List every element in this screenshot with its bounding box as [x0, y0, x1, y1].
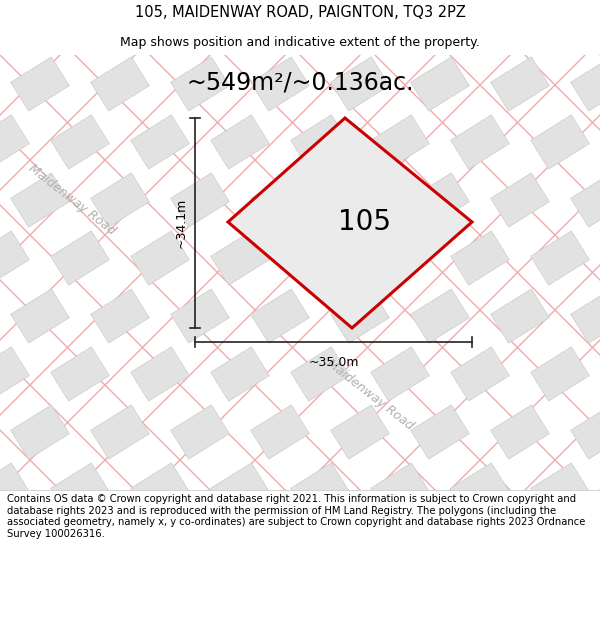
Polygon shape — [131, 579, 190, 625]
Polygon shape — [170, 57, 229, 111]
Polygon shape — [11, 57, 70, 111]
Polygon shape — [211, 231, 269, 285]
Polygon shape — [131, 0, 190, 53]
Polygon shape — [491, 521, 550, 575]
Polygon shape — [91, 57, 149, 111]
Polygon shape — [451, 463, 509, 517]
Polygon shape — [410, 289, 469, 343]
Polygon shape — [91, 173, 149, 227]
Polygon shape — [491, 289, 550, 343]
Polygon shape — [211, 463, 269, 517]
Polygon shape — [91, 521, 149, 575]
Polygon shape — [451, 115, 509, 169]
Polygon shape — [530, 0, 589, 53]
Polygon shape — [491, 173, 550, 227]
Polygon shape — [50, 347, 109, 401]
Polygon shape — [11, 521, 70, 575]
Polygon shape — [251, 173, 310, 227]
Text: Map shows position and indicative extent of the property.: Map shows position and indicative extent… — [120, 36, 480, 49]
Polygon shape — [170, 405, 229, 459]
Polygon shape — [530, 579, 589, 625]
Polygon shape — [0, 347, 29, 401]
Text: ~34.1m: ~34.1m — [175, 198, 187, 248]
Polygon shape — [0, 579, 29, 625]
Polygon shape — [228, 118, 472, 328]
Polygon shape — [131, 463, 190, 517]
Polygon shape — [251, 57, 310, 111]
Polygon shape — [50, 463, 109, 517]
Polygon shape — [371, 347, 430, 401]
Polygon shape — [0, 231, 29, 285]
Polygon shape — [0, 463, 29, 517]
Polygon shape — [50, 0, 109, 53]
Polygon shape — [331, 405, 389, 459]
Polygon shape — [131, 115, 190, 169]
Polygon shape — [451, 579, 509, 625]
Text: Maidenway Road: Maidenway Road — [324, 357, 416, 433]
Text: 105, MAIDENWAY ROAD, PAIGNTON, TQ3 2PZ: 105, MAIDENWAY ROAD, PAIGNTON, TQ3 2PZ — [134, 4, 466, 19]
Polygon shape — [50, 579, 109, 625]
Polygon shape — [290, 579, 349, 625]
Text: 105: 105 — [338, 209, 391, 236]
Polygon shape — [211, 347, 269, 401]
Polygon shape — [170, 521, 229, 575]
Polygon shape — [170, 289, 229, 343]
Polygon shape — [131, 347, 190, 401]
Polygon shape — [530, 463, 589, 517]
Polygon shape — [11, 173, 70, 227]
Polygon shape — [290, 231, 349, 285]
Polygon shape — [251, 405, 310, 459]
Polygon shape — [290, 0, 349, 53]
Polygon shape — [530, 231, 589, 285]
Polygon shape — [571, 521, 600, 575]
Polygon shape — [371, 0, 430, 53]
Polygon shape — [290, 347, 349, 401]
Polygon shape — [290, 463, 349, 517]
Polygon shape — [571, 173, 600, 227]
Polygon shape — [211, 115, 269, 169]
Polygon shape — [371, 579, 430, 625]
Polygon shape — [0, 0, 29, 53]
Text: ~35.0m: ~35.0m — [308, 356, 359, 369]
Polygon shape — [91, 405, 149, 459]
Polygon shape — [11, 289, 70, 343]
Polygon shape — [571, 57, 600, 111]
Polygon shape — [290, 115, 349, 169]
Polygon shape — [571, 289, 600, 343]
Polygon shape — [410, 521, 469, 575]
Polygon shape — [50, 115, 109, 169]
Polygon shape — [11, 405, 70, 459]
Polygon shape — [211, 579, 269, 625]
Polygon shape — [571, 405, 600, 459]
Polygon shape — [211, 0, 269, 53]
Text: ~549m²/~0.136ac.: ~549m²/~0.136ac. — [186, 70, 414, 94]
Polygon shape — [451, 347, 509, 401]
Polygon shape — [331, 57, 389, 111]
Polygon shape — [451, 231, 509, 285]
Polygon shape — [0, 115, 29, 169]
Polygon shape — [331, 521, 389, 575]
Text: Contains OS data © Crown copyright and database right 2021. This information is : Contains OS data © Crown copyright and d… — [7, 494, 586, 539]
Polygon shape — [331, 173, 389, 227]
Polygon shape — [491, 405, 550, 459]
Polygon shape — [251, 289, 310, 343]
Text: Maidenway Road: Maidenway Road — [26, 162, 118, 238]
Polygon shape — [131, 231, 190, 285]
Polygon shape — [530, 115, 589, 169]
Polygon shape — [371, 463, 430, 517]
Polygon shape — [91, 289, 149, 343]
Polygon shape — [410, 173, 469, 227]
Polygon shape — [170, 173, 229, 227]
Polygon shape — [331, 289, 389, 343]
Polygon shape — [410, 405, 469, 459]
Polygon shape — [50, 231, 109, 285]
Polygon shape — [371, 231, 430, 285]
Polygon shape — [371, 115, 430, 169]
Polygon shape — [410, 57, 469, 111]
Polygon shape — [451, 0, 509, 53]
Polygon shape — [491, 57, 550, 111]
Polygon shape — [251, 521, 310, 575]
Polygon shape — [530, 347, 589, 401]
